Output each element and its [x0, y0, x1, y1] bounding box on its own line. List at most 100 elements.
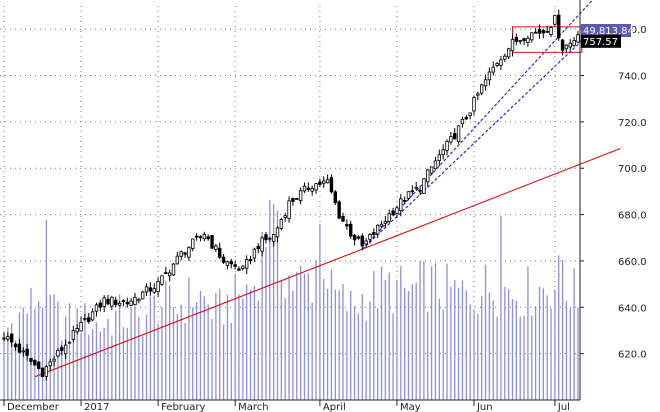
candle-body: [333, 191, 338, 204]
candle-body: [479, 84, 484, 94]
candle-body: [302, 185, 307, 192]
candle-body: [248, 258, 253, 262]
candle-body: [102, 297, 106, 307]
candle-body: [514, 36, 519, 42]
price-tags: 49,813.84 757.57: [581, 24, 634, 48]
candle-body: [202, 234, 207, 240]
candle-body: [530, 32, 534, 41]
candle-body: [383, 220, 388, 224]
candle-body: [545, 30, 549, 33]
candle-body: [422, 178, 426, 194]
volume-tag-bg: [581, 24, 631, 37]
candle-body: [356, 236, 361, 239]
candle-body: [194, 235, 199, 238]
candle-body: [179, 251, 183, 257]
candle-body: [252, 248, 257, 259]
candle-body: [437, 154, 442, 162]
candle-body: [368, 234, 372, 240]
candle-body: [445, 140, 449, 151]
candle-body: [379, 223, 384, 227]
candle-body: [537, 28, 542, 34]
candle-body: [33, 359, 37, 366]
candle-body: [56, 350, 60, 357]
candle-body: [121, 300, 126, 303]
candle-body: [271, 234, 276, 242]
candle-body: [210, 235, 214, 249]
candle-body: [221, 256, 226, 263]
candle-body: [441, 149, 445, 155]
candle-body: [94, 304, 99, 312]
x-tick-label: 2017: [84, 402, 109, 412]
candle-body: [487, 71, 492, 81]
candle-body: [17, 343, 22, 353]
candle-body: [36, 361, 41, 369]
candle-body: [6, 336, 10, 340]
candle-body: [152, 288, 156, 293]
candle-body: [483, 79, 488, 87]
candle-body: [310, 187, 314, 192]
candle-body: [557, 14, 561, 39]
candle-body: [268, 237, 272, 240]
candle-body: [345, 224, 349, 227]
candle-body: [71, 330, 76, 340]
candle-body: [499, 59, 503, 66]
candle-body: [214, 245, 218, 250]
candle-body: [156, 281, 160, 293]
y-tick-label: 620.0: [618, 350, 647, 361]
y-tick-label: 740.0: [618, 72, 647, 83]
candle-body: [87, 317, 91, 322]
candle-body: [287, 200, 291, 219]
candle-body: [218, 247, 222, 258]
candle-body: [187, 247, 191, 258]
candle-body: [144, 286, 149, 293]
candle-body: [98, 302, 103, 308]
candle-body: [318, 181, 322, 185]
candle-body: [44, 366, 49, 377]
candle-body: [418, 189, 422, 192]
x-tick-label: May: [400, 402, 421, 412]
candle-body: [426, 169, 430, 183]
candle-body: [295, 198, 299, 200]
x-tick-label: February: [161, 402, 205, 412]
candle-body: [553, 15, 557, 25]
candle-body: [171, 263, 176, 276]
y-tick-label: 680.0: [618, 211, 647, 222]
candle-body: [241, 265, 245, 269]
candle-body: [564, 44, 569, 50]
candle-body: [298, 190, 303, 201]
candle-body: [410, 190, 415, 193]
candle-body: [572, 40, 576, 46]
candle-body: [29, 357, 33, 362]
candle-body: [244, 259, 249, 269]
y-tick-label: 720.0: [618, 118, 647, 129]
candle-body: [114, 299, 118, 305]
candle-body: [13, 343, 18, 348]
candle-body: [429, 166, 434, 174]
candle-body: [25, 348, 29, 356]
candle-body: [237, 268, 241, 271]
candle-body: [503, 55, 507, 60]
candle-body: [233, 264, 237, 267]
candle-body: [183, 252, 187, 255]
candle-body: [510, 39, 515, 52]
x-tick-label: Jun: [476, 402, 493, 412]
candle-body: [576, 34, 580, 43]
candle-body: [560, 39, 565, 51]
candle-body: [167, 272, 172, 277]
candle-body: [67, 341, 72, 344]
candle-body: [264, 234, 268, 241]
candle-body: [399, 198, 403, 211]
candle-body: [506, 48, 511, 58]
candle-body: [148, 287, 153, 292]
candle-body: [433, 160, 438, 170]
candle-body: [325, 179, 330, 184]
x-tick-label: April: [323, 402, 346, 412]
candle-body: [125, 301, 129, 305]
candle-body: [291, 198, 295, 202]
candle-body: [106, 298, 110, 305]
candle-body: [60, 347, 64, 351]
candle-body: [48, 361, 52, 367]
y-tick-label: 640.0: [618, 303, 647, 314]
candle-body: [75, 328, 79, 333]
